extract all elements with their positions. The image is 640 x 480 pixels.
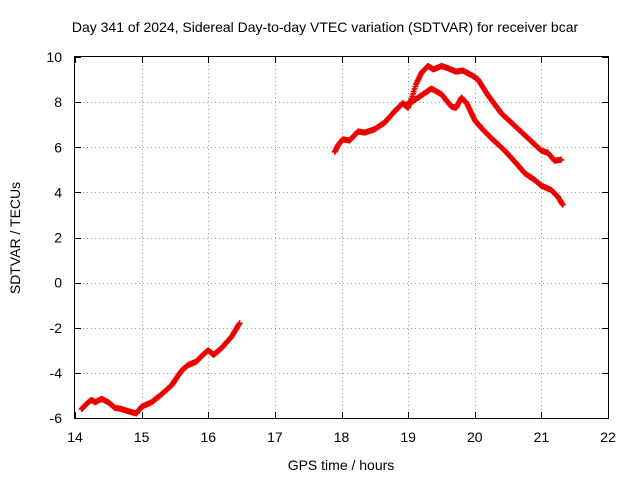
- x-tick-label: 16: [200, 429, 216, 445]
- data-point: [236, 320, 243, 327]
- x-tick-labels: 14 15 16 17 18 19 20 21 22: [67, 429, 616, 445]
- chart-title: Day 341 of 2024, Sidereal Day-to-day VTE…: [72, 19, 579, 35]
- y-tick-label: 0: [54, 275, 62, 291]
- x-tick-label: 21: [534, 429, 550, 445]
- x-axis-label: GPS time / hours: [288, 457, 395, 473]
- x-tick-label: 18: [334, 429, 350, 445]
- plot-frame: [74, 56, 609, 419]
- x-tick-label: 17: [267, 429, 283, 445]
- x-tick-label: 20: [467, 429, 483, 445]
- y-tick-label: -4: [50, 365, 63, 381]
- series-evening-lower-trace: [401, 85, 566, 208]
- y-axis-label: SDTVAR / TECUs: [7, 182, 23, 294]
- y-tick-label: 2: [54, 230, 62, 246]
- data-point: [558, 156, 565, 163]
- y-tick-label: 4: [54, 184, 62, 200]
- axis-ticks: [75, 57, 609, 419]
- y-tick-label: 8: [54, 94, 62, 110]
- series-morning-segment: [78, 320, 243, 417]
- x-tick-label: 19: [400, 429, 416, 445]
- x-tick-label: 14: [67, 429, 83, 445]
- y-tick-label: 10: [46, 49, 62, 65]
- x-tick-label: 15: [134, 429, 150, 445]
- data-point: [559, 201, 566, 208]
- data-series: [78, 63, 566, 417]
- y-tick-label: -6: [50, 410, 63, 426]
- series-evening-upper-trace: [331, 63, 565, 164]
- x-tick-label: 22: [600, 429, 616, 445]
- y-tick-label: 6: [54, 139, 62, 155]
- y-tick-labels: -6 -4 -2 0 2 4 6 8 10: [46, 49, 62, 426]
- y-tick-label: -2: [50, 320, 63, 336]
